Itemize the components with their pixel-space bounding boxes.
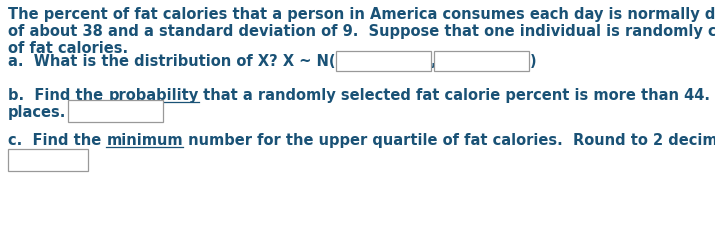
Text: a.  What is the distribution of X? X ~ N(: a. What is the distribution of X? X ~ N( xyxy=(8,54,335,69)
Text: of fat calories.: of fat calories. xyxy=(8,41,128,56)
FancyBboxPatch shape xyxy=(69,100,163,122)
Text: that a randomly selected fat calorie percent is more than 44.  Round to 4 decima: that a randomly selected fat calorie per… xyxy=(199,88,715,103)
FancyBboxPatch shape xyxy=(433,51,528,71)
Text: probability: probability xyxy=(108,88,199,103)
Text: ): ) xyxy=(530,54,536,69)
Text: c.  Find the: c. Find the xyxy=(8,133,107,148)
Text: of about 38 and a standard deviation of 9.  Suppose that one individual is rando: of about 38 and a standard deviation of … xyxy=(8,24,715,39)
Text: ,: , xyxy=(430,54,436,69)
Text: The percent of fat calories that a person in America consumes each day is normal: The percent of fat calories that a perso… xyxy=(8,7,715,22)
Text: places.: places. xyxy=(8,105,66,120)
FancyBboxPatch shape xyxy=(335,51,430,71)
Text: number for the upper quartile of fat calories.  Round to 2 decimal places.: number for the upper quartile of fat cal… xyxy=(183,133,715,148)
Text: minimum: minimum xyxy=(107,133,183,148)
Text: b.  Find the: b. Find the xyxy=(8,88,108,103)
FancyBboxPatch shape xyxy=(8,149,88,171)
